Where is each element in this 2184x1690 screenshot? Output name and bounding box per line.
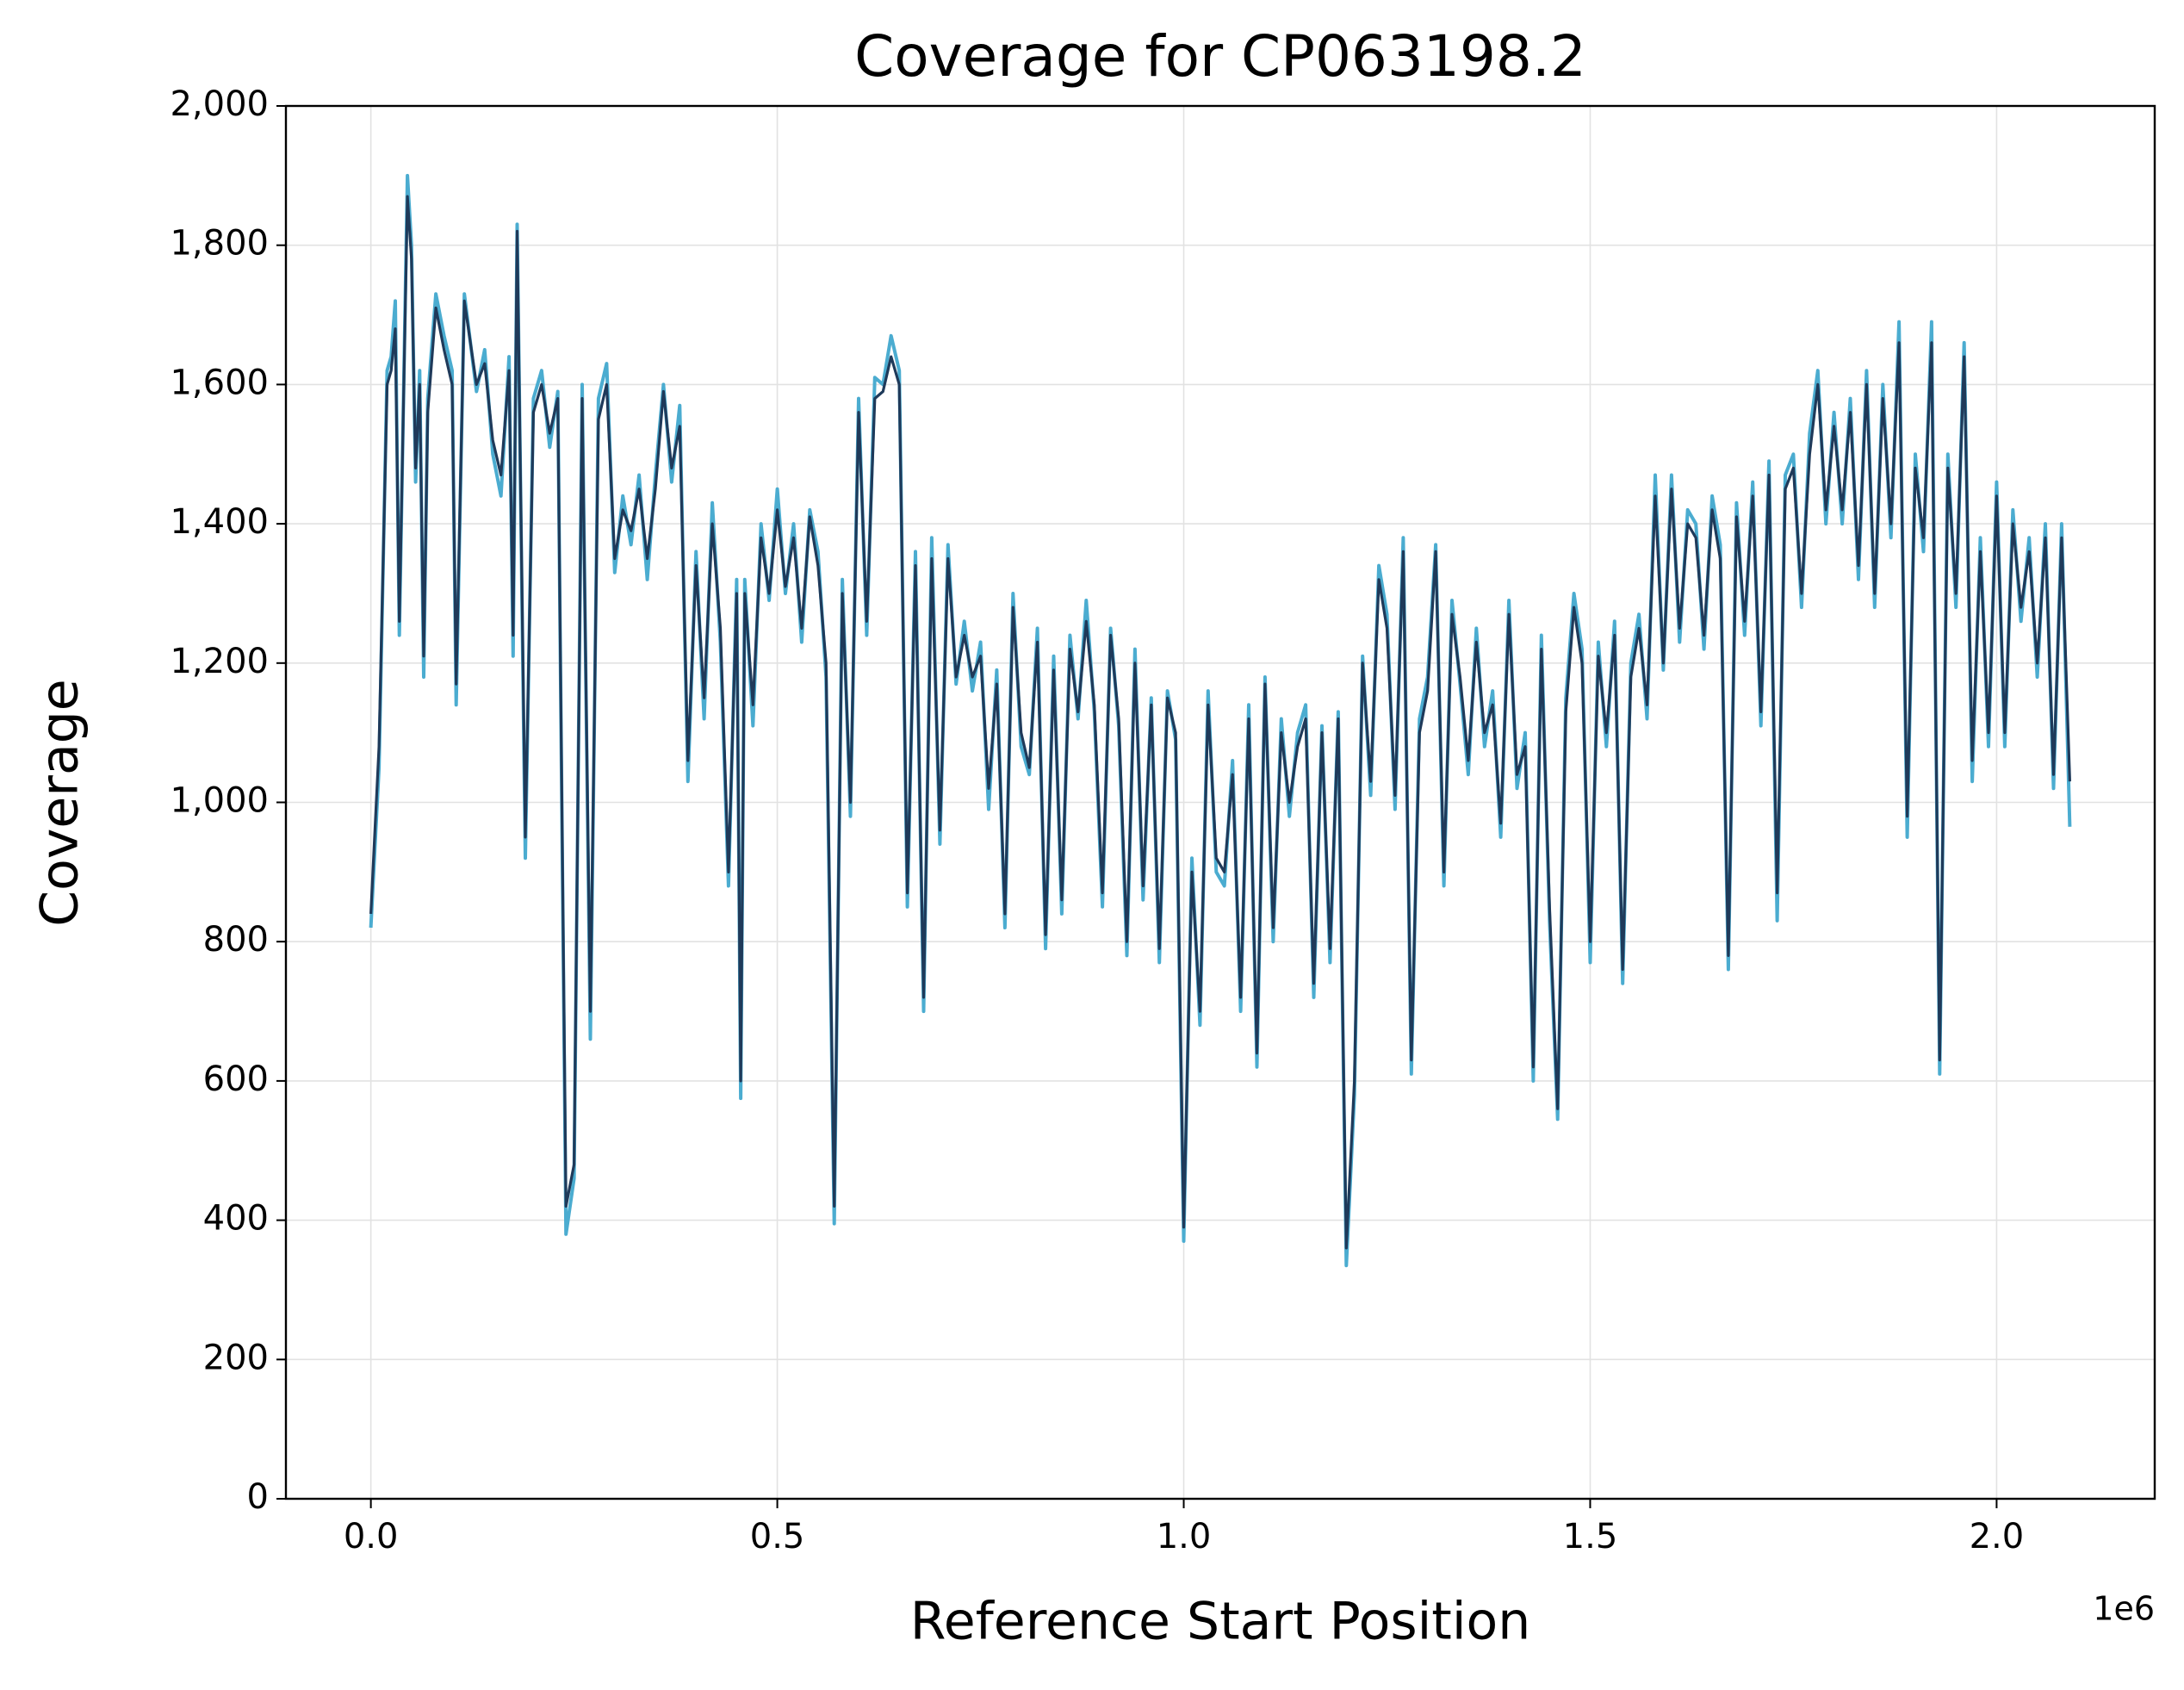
y-tick-label: 600	[203, 1059, 269, 1099]
y-tick-label: 1,000	[170, 781, 269, 821]
y-tick-label: 0	[247, 1477, 269, 1517]
coverage-line	[369, 195, 2071, 1250]
y-tick-label: 800	[203, 920, 269, 960]
x-axis-label: Reference Start Position	[910, 1592, 1530, 1652]
coverage-line	[369, 173, 2072, 1268]
x-tick-label: 0.5	[750, 1517, 805, 1556]
y-tick-label: 2,000	[170, 84, 269, 124]
x-tick-label: 1.5	[1563, 1517, 1618, 1556]
y-tick-label: 1,600	[170, 363, 269, 402]
plot-frame	[284, 104, 2156, 1500]
y-tick-label: 200	[203, 1338, 269, 1377]
y-tick-label: 400	[203, 1199, 269, 1239]
chart-title: Coverage for CP063198.2	[854, 23, 1586, 90]
x-tick-label: 0.0	[344, 1517, 399, 1556]
y-axis-label: Coverage	[30, 679, 90, 926]
y-tick-label: 1,400	[170, 502, 269, 542]
x-tick-label: 2.0	[1970, 1517, 2025, 1556]
y-tick-label: 1,800	[170, 224, 269, 264]
y-tick-label: 1,200	[170, 642, 269, 681]
x-offset-label: 1e6	[2093, 1590, 2155, 1628]
x-tick-label: 1.0	[1157, 1517, 1212, 1556]
